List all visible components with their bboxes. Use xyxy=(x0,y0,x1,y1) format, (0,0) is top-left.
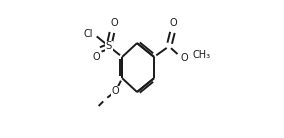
Text: S: S xyxy=(106,41,112,51)
Text: O: O xyxy=(110,18,118,28)
Text: O: O xyxy=(93,52,101,62)
Text: Cl: Cl xyxy=(84,29,93,39)
Text: CH₃: CH₃ xyxy=(193,50,211,60)
Text: O: O xyxy=(112,87,120,96)
Text: O: O xyxy=(169,18,177,28)
Text: O: O xyxy=(181,53,188,63)
